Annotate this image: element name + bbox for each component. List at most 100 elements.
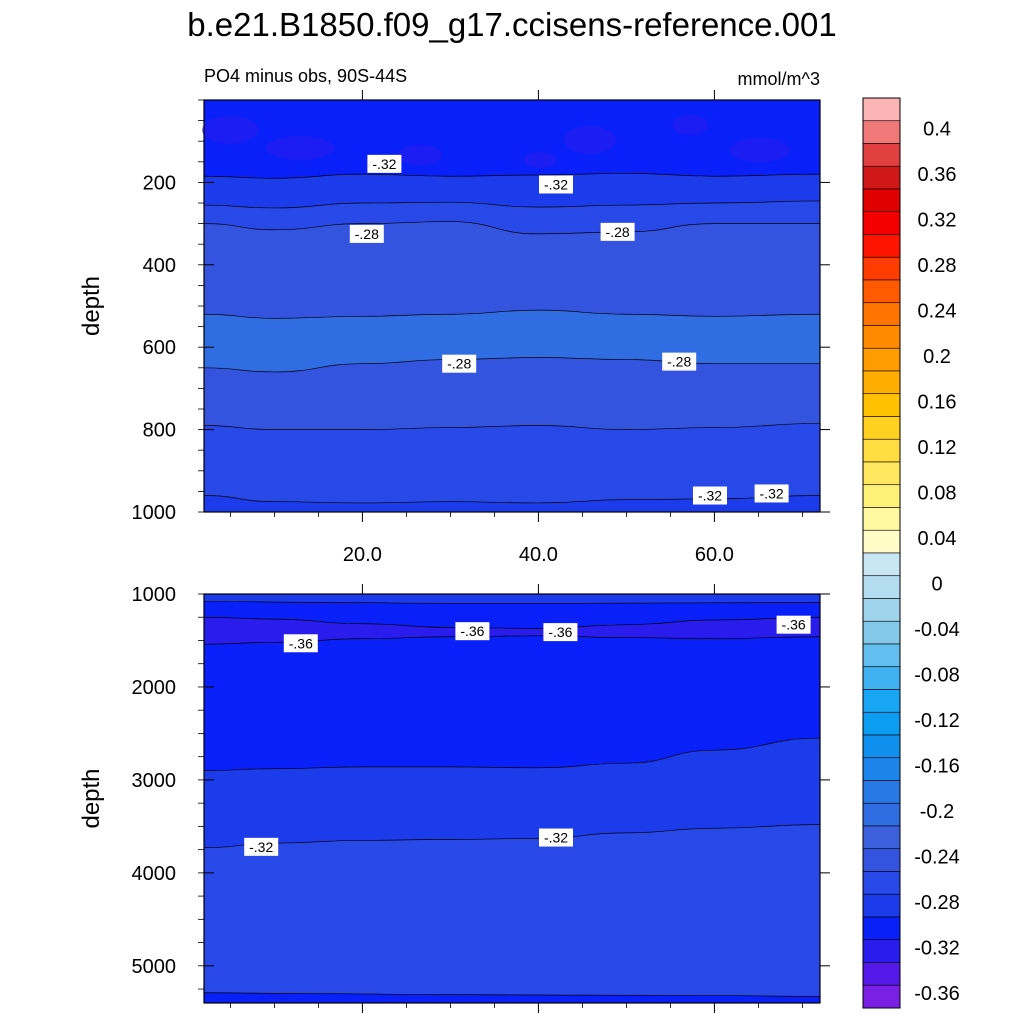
contour-label: -.28 [600, 222, 635, 241]
units-label: mmol/m^3 [738, 69, 820, 89]
contour-label-text: -.36 [782, 617, 806, 633]
colorbar-label: -0.2 [920, 801, 954, 823]
contour-fills [204, 100, 820, 512]
contour-label-text: -.28 [355, 226, 379, 242]
contour-band [204, 423, 820, 503]
colorbar-swatch [862, 370, 901, 395]
contour-label-box [283, 634, 318, 653]
contour-label-text: -.32 [698, 488, 722, 504]
colorbar-frame [862, 97, 901, 1009]
colorbar-label: 0.12 [918, 437, 957, 459]
contour-label-text: -.32 [249, 839, 273, 855]
colorbar-swatch [862, 484, 901, 508]
y-tick-label: 200 [143, 172, 176, 194]
contour-fills [204, 594, 820, 1003]
contour-label-box [754, 484, 789, 503]
colorbar-label: 0.28 [918, 255, 957, 277]
contour-label: -.28 [442, 354, 477, 373]
contour-label-box [693, 486, 727, 505]
y-tick-label: 800 [143, 420, 176, 442]
contour-label-box [539, 175, 573, 194]
anomaly-blob [266, 136, 334, 160]
colorbar-swatch [862, 825, 901, 850]
contour-line [203, 992, 821, 997]
chart-subtitle: PO4 minus obs, 90S-44S [204, 66, 407, 86]
colorbar-swatch [862, 120, 901, 144]
plot-frame [203, 593, 821, 1004]
contour-label: -.32 [693, 486, 727, 505]
y-tick-label: 600 [143, 337, 176, 359]
colorbar-label: -0.16 [914, 756, 960, 778]
x-tick-label: 40.0 [519, 544, 558, 566]
colorbar-swatch [862, 984, 901, 1009]
contour-band [204, 100, 820, 179]
contour-label-box [349, 224, 384, 243]
colorbar-swatch [862, 711, 901, 736]
contour-label-text: -.32 [372, 156, 396, 172]
colorbar-swatch [862, 234, 901, 258]
y-tick-label: 5000 [132, 956, 177, 978]
contour-band [204, 824, 820, 997]
contour-label-text: -.36 [548, 624, 572, 640]
colorbar-label: 0.08 [918, 483, 957, 505]
y-tick-label: 400 [143, 255, 176, 277]
anomaly-blob [202, 116, 258, 144]
contour-band [204, 635, 820, 771]
y-axis-label: depth [78, 276, 105, 336]
colorbar-swatch [862, 188, 901, 213]
colorbar-label: 0.04 [918, 528, 957, 550]
colorbar-swatch [862, 325, 901, 349]
y-tick-label: 1000 [132, 584, 177, 606]
y-axis-label: depth [78, 768, 105, 828]
contour-band [204, 357, 820, 430]
contour-label-box [776, 615, 811, 634]
contour-label: -.36 [455, 622, 490, 641]
colorbar-swatch [862, 97, 901, 122]
anomaly-blob [398, 145, 442, 165]
colorbar-swatch [862, 643, 901, 668]
colorbar-swatch [862, 575, 901, 599]
colorbar-label: 0.16 [918, 392, 957, 414]
contour-label-box [244, 837, 279, 856]
contour-line [203, 601, 821, 604]
colorbar-label: 0.36 [918, 164, 957, 186]
contour-line [203, 737, 821, 771]
x-tick-label: 60.0 [695, 544, 734, 566]
contour-line [203, 824, 821, 849]
colorbar-swatch [862, 939, 901, 963]
anomaly-blob [672, 115, 708, 135]
lower-depth-panel: 1000 2000 3000 4000 5000 depth -.36 -.36 -.36 -.3… [78, 584, 830, 1013]
contour-label-text: -.32 [760, 485, 784, 501]
colorbar-swatch [862, 256, 901, 281]
contour-line [203, 423, 821, 430]
colorbar-swatch [862, 916, 901, 941]
colorbar-swatch [862, 211, 901, 235]
contour-label-text: -.28 [606, 224, 630, 240]
contour-line [203, 221, 820, 235]
colorbar-label: -0.12 [914, 710, 960, 732]
contour-label-box [455, 622, 490, 641]
colorbar-label: -0.36 [914, 983, 960, 1005]
contour-line [203, 172, 821, 179]
contour-label: -.32 [244, 837, 279, 856]
colorbar-swatch [862, 848, 901, 872]
contour-label: -.28 [662, 352, 697, 371]
colorbar-swatch [862, 780, 901, 804]
colorbar-label: 0.32 [918, 210, 957, 232]
x-tick-label: 20.0 [343, 544, 382, 566]
y-tick-label: 1000 [132, 502, 177, 524]
contour-label-text: -.36 [460, 623, 484, 639]
contour-line [203, 616, 821, 629]
contour-band [204, 221, 820, 319]
colorbar: 0.4 0.36 0.32 0.28 0.24 0.2 0.16 0.12 0.08 0.04 0 -… [862, 97, 960, 1009]
colorbar-swatch [862, 962, 901, 986]
chart-title: b.e21.B1850.f09_g17.ccisens-reference.00… [187, 6, 836, 43]
y-tick-label: 2000 [132, 677, 177, 699]
contour-label: -.32 [539, 175, 573, 194]
colorbar-swatch [862, 461, 901, 486]
anomaly-blob [564, 126, 616, 154]
contour-band [204, 594, 820, 604]
colorbar-swatch [862, 507, 901, 531]
colorbar-swatch [862, 734, 901, 759]
